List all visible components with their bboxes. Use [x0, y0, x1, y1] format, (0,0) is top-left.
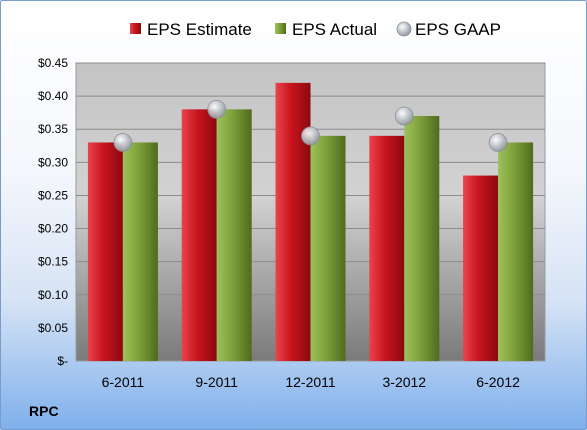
chart-legend: EPS Estimate EPS Actual EPS GAAP	[130, 20, 501, 39]
y-tick-label: $0.10	[38, 288, 68, 302]
eps-estimate-bar	[275, 82, 311, 361]
eps-gaap-marker	[113, 133, 133, 152]
legend-label: EPS Actual	[292, 20, 377, 39]
x-tick-label: 12-2011	[285, 374, 336, 390]
x-tick-label: 3-2012	[383, 374, 427, 390]
y-tick-label: $0.25	[38, 188, 68, 202]
y-tick-label: $0.05	[38, 321, 68, 335]
eps-actual-bar	[310, 135, 346, 361]
y-tick-label: $0.30	[38, 155, 68, 169]
x-tick-label: 6-2012	[476, 374, 520, 390]
legend-label: EPS Estimate	[147, 20, 252, 39]
eps-estimate-bar	[463, 175, 499, 361]
eps-gaap-marker	[488, 133, 508, 152]
company-label: RPC	[29, 403, 59, 419]
y-tick-label: $0.35	[38, 122, 68, 136]
y-tick-label: $0.20	[38, 222, 68, 236]
y-tick-label: $0.45	[38, 56, 68, 70]
y-tick-label: $0.40	[38, 89, 68, 103]
legend-marker-eps-gaap	[396, 21, 412, 37]
eps-estimate-bar	[87, 142, 123, 361]
eps-gaap-marker	[301, 126, 320, 146]
y-tick-label: $-	[57, 354, 68, 368]
x-tick-label: 9-2011	[195, 374, 238, 390]
eps-estimate-bar	[369, 135, 405, 361]
legend-swatch-eps-estimate	[130, 23, 141, 34]
eps-actual-bar	[216, 109, 252, 361]
legend-label: EPS GAAP	[415, 20, 501, 39]
y-tick-label: $0.15	[38, 255, 68, 269]
eps-actual-bar	[498, 142, 534, 361]
legend-swatch-eps-actual	[275, 23, 286, 34]
eps-estimate-bar	[181, 109, 217, 361]
eps-gaap-marker	[207, 99, 227, 119]
x-tick-label: 6-2011	[102, 374, 145, 390]
eps-actual-bar	[122, 142, 158, 361]
eps-gaap-marker	[394, 106, 414, 126]
eps-actual-bar	[404, 115, 440, 361]
